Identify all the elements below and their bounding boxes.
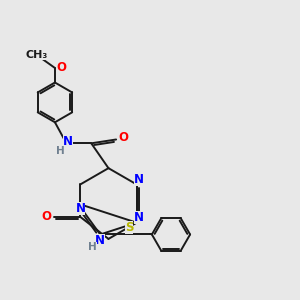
Text: O: O	[118, 131, 128, 144]
Text: N: N	[95, 234, 105, 247]
Text: N: N	[75, 202, 85, 215]
Text: N: N	[63, 135, 73, 148]
Text: N: N	[134, 211, 143, 224]
Text: H: H	[88, 242, 97, 252]
Text: N: N	[134, 173, 143, 186]
Text: O: O	[42, 210, 52, 224]
Text: O: O	[57, 61, 67, 74]
Text: S: S	[125, 221, 133, 234]
Text: CH₃: CH₃	[26, 50, 48, 60]
Text: H: H	[56, 146, 65, 156]
